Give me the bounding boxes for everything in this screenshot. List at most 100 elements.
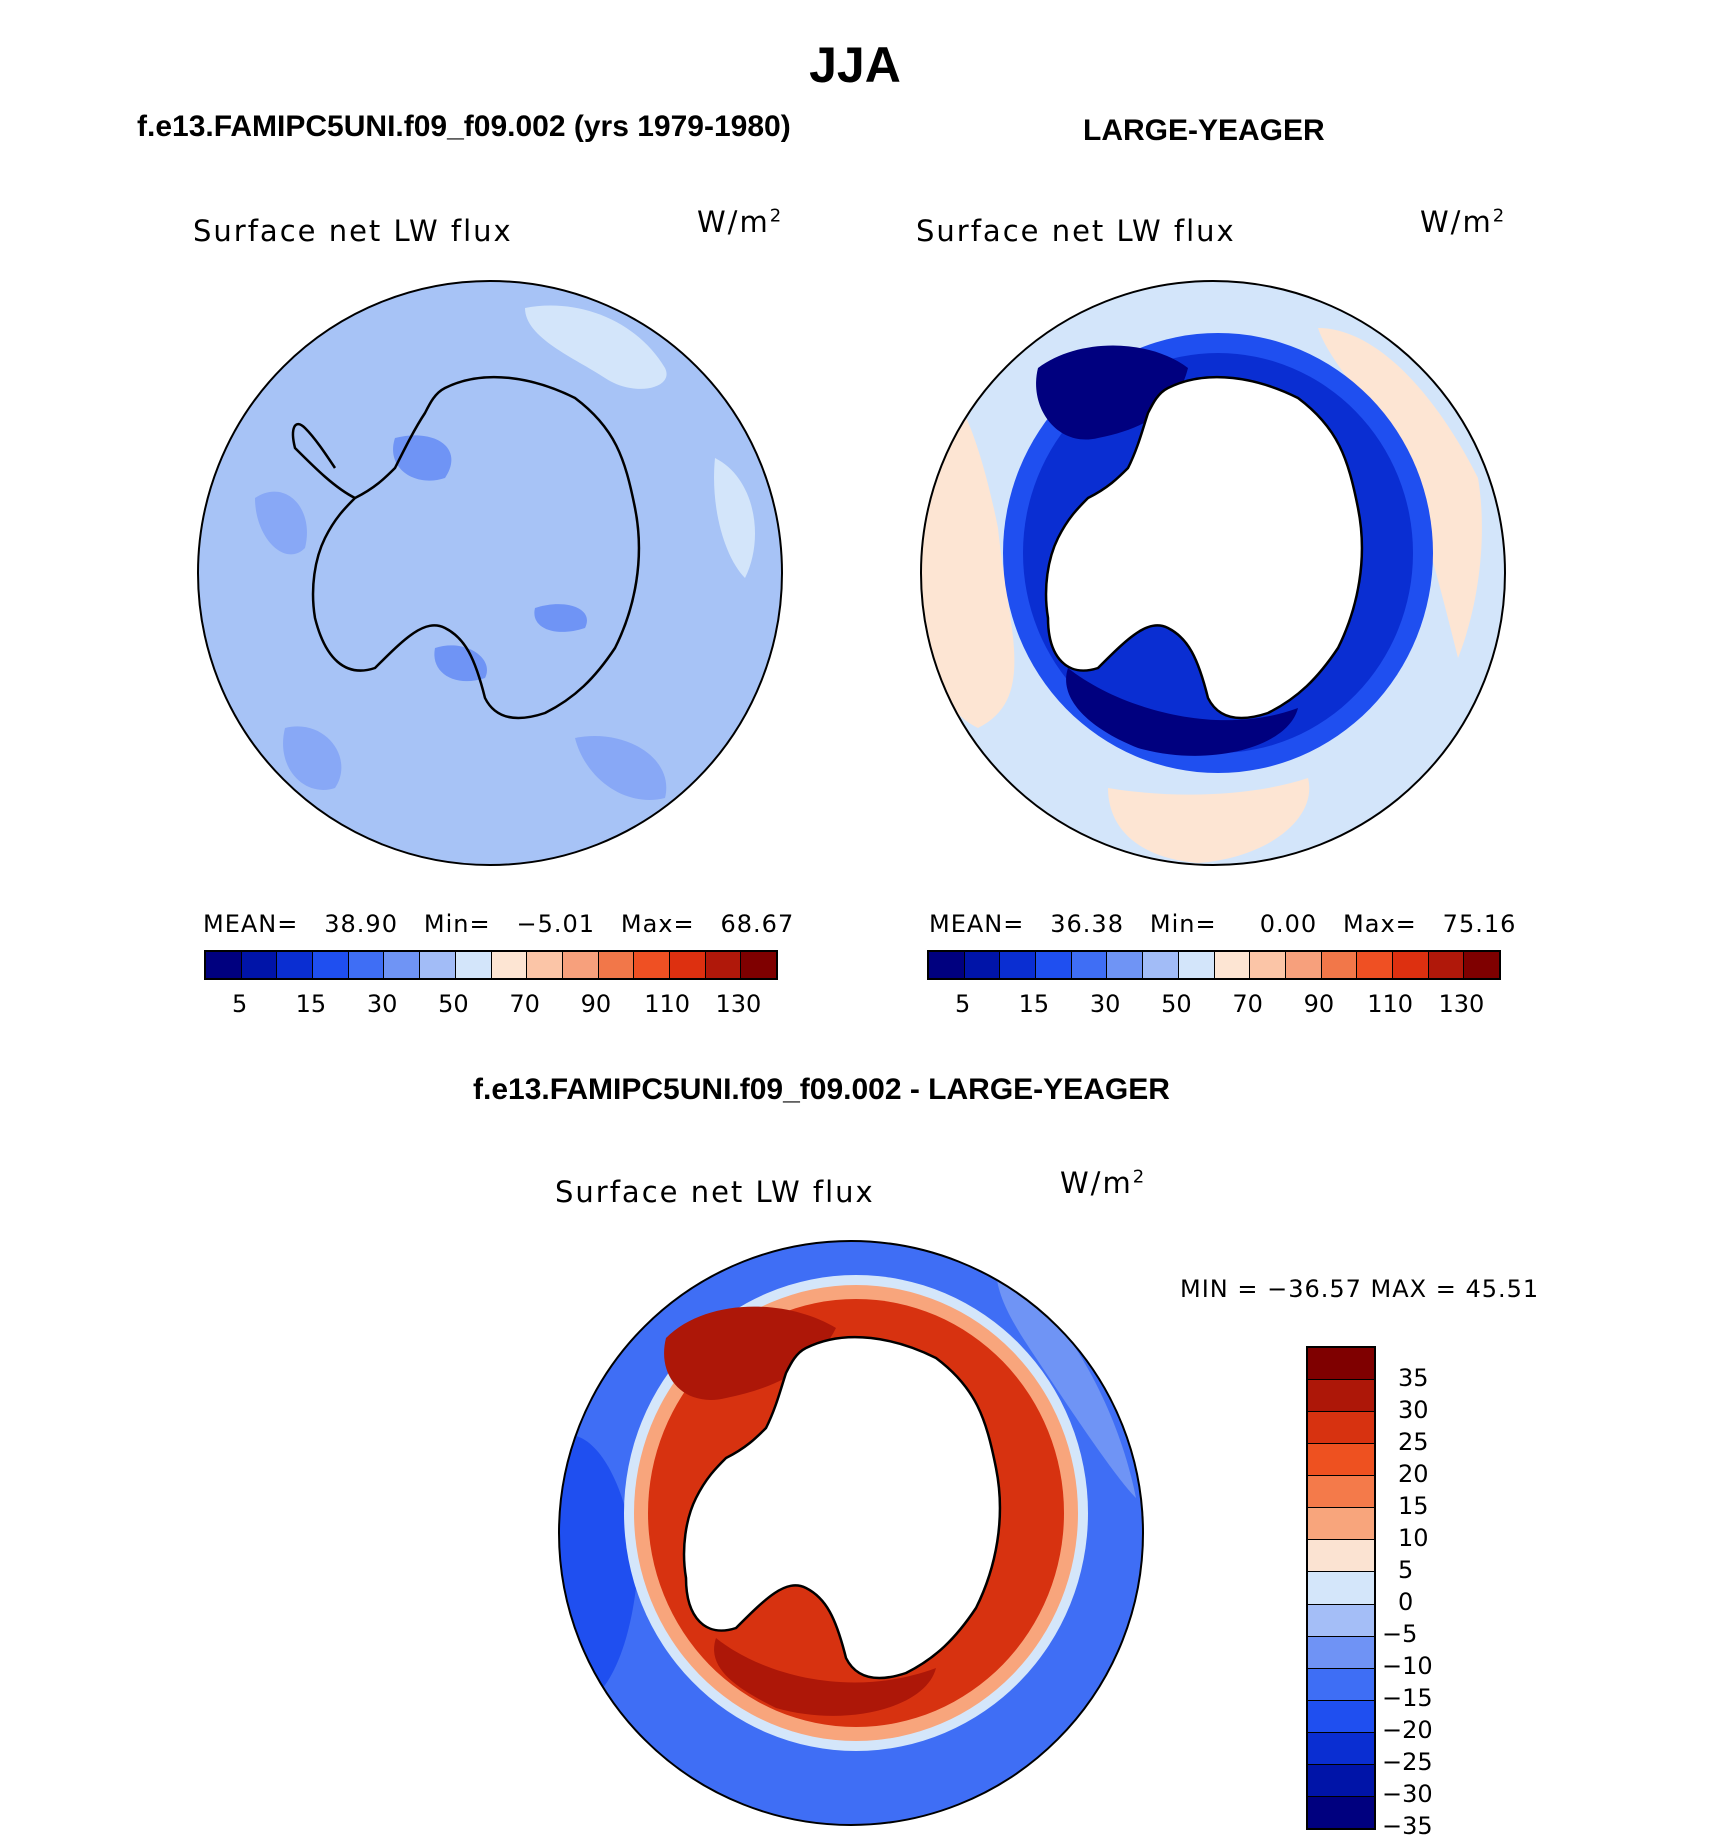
panel1-light-patch: [525, 305, 667, 389]
colorbar-tick-label: 70: [509, 990, 540, 1018]
colorbar-swatch: [1428, 952, 1465, 978]
colorbar-swatch: [277, 952, 314, 978]
colorbar-swatch: [1107, 952, 1144, 978]
colorbar-tick-label: 50: [438, 990, 469, 1018]
colorbar-swatch: [1036, 952, 1072, 978]
figure-title: JJA: [809, 37, 901, 93]
colorbar-swatch: [1308, 1412, 1374, 1445]
colorbar-swatch: [313, 952, 349, 978]
diff-antarctica-mask: [682, 1335, 1002, 1680]
colorbar-swatch: [1178, 952, 1215, 978]
colorbar-tick-label: 15: [295, 990, 327, 1018]
colorbar-swatch: [1308, 1508, 1374, 1541]
colorbar-tick-label: 5: [954, 990, 971, 1018]
colorbar-tick-label: 15: [1398, 1492, 1429, 1520]
colorbar-swatch: [598, 952, 635, 978]
colorbar-swatch: [420, 952, 456, 978]
colorbar-tick-label: 10: [1398, 1524, 1429, 1552]
panel1-stats: MEAN= 38.90 Min= −5.01 Max= 68.67: [203, 910, 795, 938]
colorbar-swatch: [1308, 1572, 1374, 1605]
colorbar-swatch: [964, 952, 1001, 978]
panel2-title: LARGE-YEAGER: [1083, 114, 1325, 147]
colorbar-swatch: [1321, 952, 1358, 978]
colorbar-swatch: [1250, 952, 1286, 978]
panel1-variable-label: Surface net LW flux: [193, 214, 513, 248]
colorbar-tick-label: −10: [1382, 1652, 1433, 1680]
diff-panel-minmax: MIN = −36.57 MAX = 45.51: [1180, 1275, 1540, 1303]
diff-colorbar-labels: 35 30 25 20 15 10 5 0 −5 −10 −15 −20 −25 −30 −35: [1382, 1346, 1506, 1840]
colorbar-tick-label: 15: [1018, 990, 1050, 1018]
panel2-colorbar-labels: 5 15 30 50 70 90 110 130: [927, 990, 1497, 1020]
diff-ring-dark: [714, 1638, 936, 1716]
diff-polar-map: [558, 1240, 1144, 1826]
colorbar-tick-label: −20: [1382, 1716, 1433, 1744]
colorbar-tick-label: 110: [644, 990, 691, 1018]
colorbar-tick-label: −30: [1382, 1780, 1433, 1808]
colorbar-swatch: [1308, 1764, 1374, 1797]
colorbar-swatch: [1308, 1604, 1374, 1637]
colorbar-tick-label: 50: [1161, 990, 1192, 1018]
colorbar-tick-label: 0: [1398, 1588, 1414, 1616]
colorbar-tick-label: 130: [1438, 990, 1485, 1018]
panel2-colorbar: [927, 950, 1501, 980]
panel2-antarctica-mask: [1044, 375, 1364, 720]
colorbar-swatch: [1308, 1476, 1374, 1509]
colorbar-swatch: [1308, 1700, 1374, 1733]
panel1-colorbar: [204, 950, 778, 980]
panel1-light-patch: [714, 458, 755, 578]
panel2-peach-band: [1318, 328, 1482, 658]
colorbar-tick-label: 70: [1232, 990, 1263, 1018]
colorbar-tick-label: −25: [1382, 1748, 1433, 1776]
diff-colorbar: [1306, 1346, 1376, 1830]
colorbar-tick-label: −5: [1382, 1620, 1418, 1648]
colorbar-swatch: [455, 952, 492, 978]
colorbar-swatch: [384, 952, 421, 978]
colorbar-swatch: [1143, 952, 1179, 978]
colorbar-tick-label: 30: [1089, 990, 1121, 1018]
colorbar-tick-label: −15: [1382, 1684, 1433, 1712]
panel1-dark-patch: [434, 645, 487, 682]
colorbar-swatch: [491, 952, 528, 978]
panel1-units: W/m2: [697, 205, 784, 239]
colorbar-swatch: [1214, 952, 1251, 978]
colorbar-swatch: [1308, 1444, 1374, 1477]
colorbar-swatch: [634, 952, 670, 978]
colorbar-tick-label: 30: [366, 990, 398, 1018]
diff-ring-dark: [664, 1306, 836, 1400]
panel1-peninsula-outline: [291, 422, 356, 500]
colorbar-tick-label: 90: [1303, 990, 1335, 1018]
panel2-variable-label: Surface net LW flux: [916, 214, 1236, 248]
colorbar-swatch: [1464, 952, 1499, 978]
colorbar-swatch: [929, 952, 965, 978]
colorbar-swatch: [705, 952, 742, 978]
panel2-polar-map: [920, 280, 1506, 866]
colorbar-swatch: [562, 952, 599, 978]
colorbar-tick-label: 5: [1398, 1556, 1414, 1584]
colorbar-tick-label: 110: [1367, 990, 1414, 1018]
diff-panel-title: f.e13.FAMIPC5UNI.f09_f09.002 - LARGE-YEA…: [473, 1073, 1170, 1106]
panel1-dark-patch: [283, 726, 342, 790]
colorbar-swatch: [527, 952, 563, 978]
panel2-peach-band: [1108, 778, 1310, 863]
colorbar-swatch: [348, 952, 385, 978]
colorbar-tick-label: 130: [715, 990, 762, 1018]
colorbar-swatch: [1357, 952, 1393, 978]
panel1-title: f.e13.FAMIPC5UNI.f09_f09.002 (yrs 1979-1…: [137, 110, 791, 143]
colorbar-tick-label: 35: [1398, 1364, 1429, 1392]
colorbar-swatch: [1392, 952, 1429, 978]
panel1-polar-map: [197, 280, 783, 866]
colorbar-swatch: [1308, 1796, 1374, 1828]
colorbar-swatch: [1308, 1732, 1374, 1765]
panel1-colorbar-labels: 5 15 30 50 70 90 110 130: [204, 990, 774, 1020]
colorbar-swatch: [1308, 1540, 1374, 1573]
panel2-units: W/m2: [1420, 205, 1507, 239]
panel1-dark-patch: [575, 736, 667, 800]
colorbar-swatch: [241, 952, 278, 978]
colorbar-tick-label: 25: [1398, 1428, 1429, 1456]
colorbar-swatch: [1308, 1668, 1374, 1701]
diff-panel-variable-label: Surface net LW flux: [555, 1175, 875, 1209]
colorbar-swatch: [1285, 952, 1322, 978]
colorbar-swatch: [206, 952, 242, 978]
colorbar-tick-label: 90: [580, 990, 612, 1018]
panel2-ring-darkest: [1066, 668, 1298, 756]
